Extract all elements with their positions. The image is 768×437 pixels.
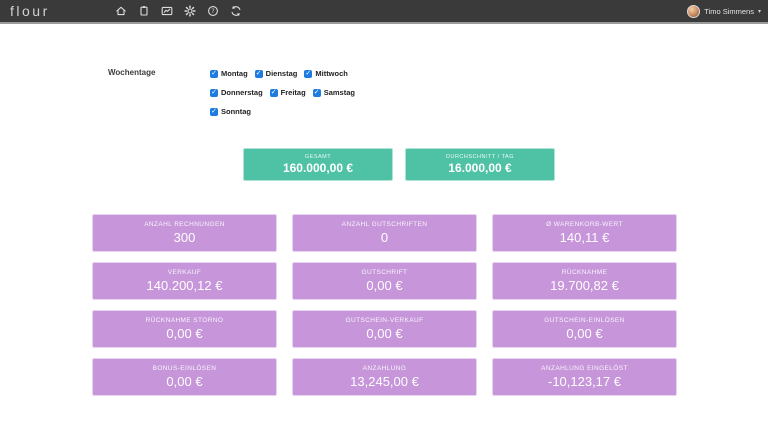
gear-icon: [183, 5, 196, 17]
svg-text:?: ?: [211, 7, 214, 15]
weekday-filter-label: Wochentage: [108, 68, 156, 77]
weekday-label: Dienstag: [265, 69, 298, 78]
stat-card-label: GUTSCHRIFT: [361, 269, 408, 276]
stat-card-bonus-einloesen: BONUS-EINLÖSEN 0,00 €: [92, 358, 277, 396]
weekday-checkbox-sonntag[interactable]: ✓ Sonntag: [210, 107, 251, 116]
clipboard-icon: [138, 5, 150, 17]
user-menu[interactable]: Timo Simmens ▾: [687, 0, 761, 22]
avatar: [687, 4, 701, 18]
nav-settings-button[interactable]: [178, 0, 201, 22]
topbar: flour: [0, 0, 768, 24]
summary-card-value: 16.000,00 €: [448, 161, 512, 175]
nav-help-button[interactable]: ?: [201, 0, 224, 22]
topbar-nav: ?: [109, 0, 247, 22]
nav-chart-button[interactable]: [155, 0, 178, 22]
chart-icon: [161, 5, 173, 17]
weekday-label: Mittwoch: [315, 69, 348, 78]
stat-card-anzahlung: ANZAHLUNG 13,245,00 €: [292, 358, 477, 396]
stat-card-value: 140.200,12 €: [146, 278, 223, 293]
nav-refresh-button[interactable]: [224, 0, 247, 22]
stat-card-label: RÜCKNAHME STORNO: [145, 317, 224, 324]
help-icon: ?: [207, 5, 219, 17]
stat-card-label: ANZAHL RECHNUNGEN: [144, 221, 225, 228]
stat-card-label: Ø WARENKORB-WERT: [546, 221, 623, 228]
stat-cards-grid: ANZAHL RECHNUNGEN 300 ANZAHL GUTSCHRIFTE…: [92, 214, 677, 396]
stat-card-value: 0,00 €: [566, 326, 603, 341]
nav-home-button[interactable]: [109, 0, 132, 22]
weekday-label: Sonntag: [221, 107, 251, 116]
stat-card-ruecknahme-storno: RÜCKNAHME STORNO 0,00 €: [92, 310, 277, 348]
stat-card-label: ANZAHL GUTSCHRIFTEN: [341, 221, 428, 228]
checkbox-checked-icon[interactable]: ✓: [210, 107, 218, 116]
chevron-down-icon: ▾: [757, 8, 761, 15]
stat-card-label: RÜCKNAHME: [561, 269, 608, 276]
stat-card-ruecknahme: RÜCKNAHME 19.700,82 €: [492, 262, 677, 300]
summary-card-gesamt: GESAMT 160.000,00 €: [243, 148, 393, 181]
stat-card-gutschein-einloesen: GUTSCHEIN-EINLÖSEN 0,00 €: [492, 310, 677, 348]
stat-card-value: -10,123,17 €: [547, 374, 621, 389]
stat-card-gutschrift: GUTSCHRIFT 0,00 €: [292, 262, 477, 300]
flour-logo[interactable]: flour: [10, 3, 50, 19]
checkbox-checked-icon[interactable]: ✓: [210, 69, 218, 78]
checkbox-checked-icon[interactable]: ✓: [312, 88, 321, 97]
weekday-checkbox-group: ✓ Montag ✓ Dienstag ✓ Mittwoch ✓ Donners…: [210, 64, 355, 121]
weekday-label: Freitag: [280, 88, 306, 97]
weekday-checkbox-freitag[interactable]: ✓ Freitag: [269, 88, 306, 97]
summary-cards: GESAMT 160.000,00 € DURCHSCHNITT / TAG 1…: [243, 148, 555, 181]
user-name: Timo Simmens: [704, 6, 754, 16]
weekday-checkbox-montag[interactable]: ✓ Montag: [210, 69, 248, 78]
stat-card-anzahlung-eingeloest: ANZAHLUNG EINGELÖST -10,123,17 €: [492, 358, 677, 396]
stat-card-value: 19.700,82 €: [550, 278, 619, 293]
stat-card-label: GUTSCHEIN-VERKAUF: [345, 317, 424, 324]
nav-clipboard-button[interactable]: [132, 0, 155, 22]
weekday-label: Samstag: [323, 88, 355, 97]
checkbox-checked-icon[interactable]: ✓: [269, 88, 278, 97]
summary-card-label: DURCHSCHNITT / TAG: [446, 154, 514, 160]
stat-card-label: GUTSCHEIN-EINLÖSEN: [544, 317, 625, 324]
stat-card-label: ANZAHLUNG: [362, 365, 407, 372]
checkbox-checked-icon[interactable]: ✓: [304, 69, 313, 78]
stat-card-value: 0,00 €: [366, 278, 403, 293]
stat-card-value: 300: [173, 230, 196, 245]
weekday-label: Donnerstag: [221, 88, 263, 97]
checkbox-checked-icon[interactable]: ✓: [254, 69, 263, 78]
stat-card-gutschein-verkauf: GUTSCHEIN-VERKAUF 0,00 €: [292, 310, 477, 348]
stat-card-value: 0: [380, 230, 389, 245]
stat-card-label: VERKAUF: [167, 269, 202, 276]
stat-card-anzahl-gutschriften: ANZAHL GUTSCHRIFTEN 0: [292, 214, 477, 252]
weekday-label: Montag: [221, 69, 248, 78]
weekday-row: ✓ Sonntag: [210, 102, 355, 121]
weekday-checkbox-samstag[interactable]: ✓ Samstag: [312, 88, 355, 97]
stat-card-verkauf: VERKAUF 140.200,12 €: [92, 262, 277, 300]
stat-card-anzahl-rechnungen: ANZAHL RECHNUNGEN 300: [92, 214, 277, 252]
stat-card-value: 140,11 €: [559, 230, 610, 245]
weekday-row: ✓ Montag ✓ Dienstag ✓ Mittwoch: [210, 64, 355, 83]
stat-card-value: 0,00 €: [166, 326, 203, 341]
weekday-checkbox-mittwoch[interactable]: ✓ Mittwoch: [304, 69, 348, 78]
weekday-checkbox-dienstag[interactable]: ✓ Dienstag: [254, 69, 298, 78]
weekday-checkbox-donnerstag[interactable]: ✓ Donnerstag: [210, 88, 263, 97]
summary-card-label: GESAMT: [304, 154, 332, 160]
stat-card-value: 13,245,00 €: [350, 374, 419, 389]
stat-card-value: 0,00 €: [166, 374, 203, 389]
checkbox-checked-icon[interactable]: ✓: [210, 88, 218, 97]
home-icon: [115, 5, 127, 17]
weekday-row: ✓ Donnerstag ✓ Freitag ✓ Samstag: [210, 83, 355, 102]
stat-card-warenkorb-wert: Ø WARENKORB-WERT 140,11 €: [492, 214, 677, 252]
summary-card-value: 160.000,00 €: [282, 161, 354, 175]
refresh-icon: [230, 5, 242, 17]
stat-card-label: ANZAHLUNG EINGELÖST: [541, 365, 628, 372]
summary-card-durchschnitt: DURCHSCHNITT / TAG 16.000,00 €: [405, 148, 555, 181]
stat-card-label: BONUS-EINLÖSEN: [152, 365, 217, 372]
stat-card-value: 0,00 €: [366, 326, 403, 341]
